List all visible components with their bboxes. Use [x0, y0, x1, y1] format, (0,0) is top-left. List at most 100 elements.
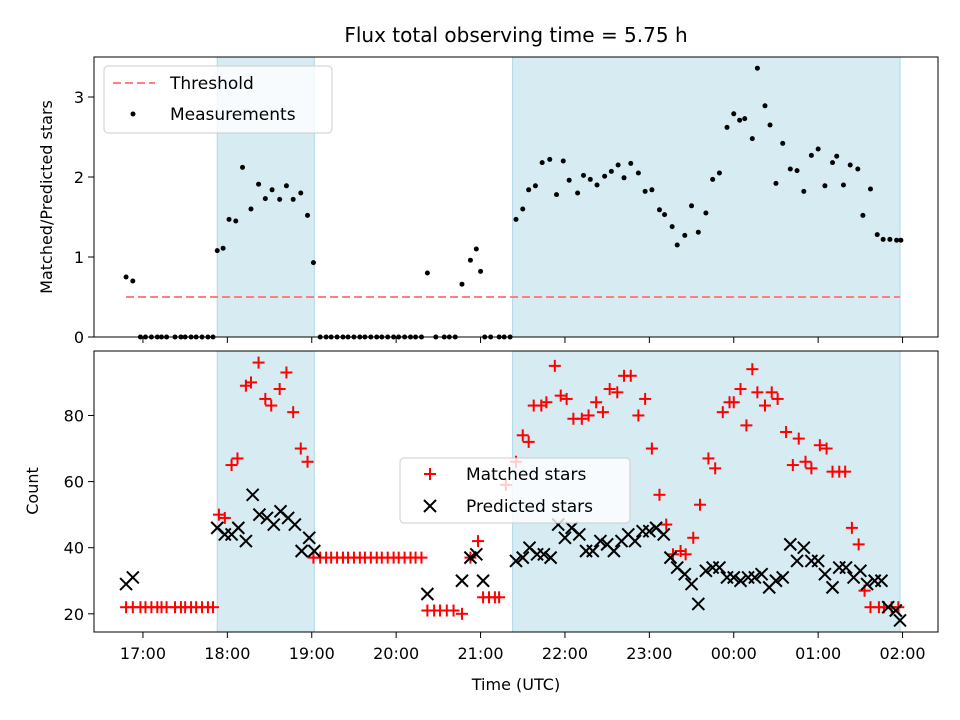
measurement-point: [587, 176, 593, 182]
measurement-point: [635, 170, 641, 176]
measurement-point: [240, 164, 246, 170]
matched-star-marker: [218, 511, 231, 524]
top-legend: Threshold Measurements: [103, 65, 333, 134]
measurement-point: [220, 245, 226, 251]
measurement-point: [815, 146, 821, 152]
predicted-star-marker: [874, 574, 889, 588]
matched-star-marker: [799, 455, 812, 468]
predicted-star-marker: [509, 554, 523, 568]
measurement-point: [834, 153, 840, 159]
measurement-point: [731, 111, 737, 117]
matched-star-marker: [273, 383, 286, 396]
predicted-star-marker: [893, 613, 907, 628]
measurement-point: [787, 166, 793, 172]
measurement-point: [554, 192, 560, 198]
matched-star-marker: [653, 488, 666, 501]
measurement-point: [780, 140, 786, 146]
matched-star-marker: [702, 452, 715, 465]
measurement-point: [615, 162, 621, 168]
predicted-star-marker: [775, 570, 790, 585]
matched-star-marker: [455, 607, 468, 620]
x-tick-label: 01:00: [795, 644, 841, 663]
measurement-point: [310, 260, 316, 266]
top-axes-frame: [93, 56, 939, 338]
legend-predicted-swatch: [423, 499, 437, 513]
measurement-point: [847, 162, 853, 168]
predicted-star-marker: [684, 577, 699, 591]
predicted-star-marker: [239, 534, 253, 548]
matched-star-marker: [813, 439, 826, 452]
measurement-point: [695, 229, 701, 235]
y-tick-label: 20: [64, 605, 84, 624]
predicted-star-marker: [469, 547, 484, 562]
predicted-star-marker: [699, 564, 713, 578]
legend-matched-label: Matched stars: [466, 465, 586, 485]
matched-star-marker: [852, 538, 865, 551]
matched-star-marker: [687, 531, 700, 544]
bottom-y-axis-label: Count: [23, 467, 42, 515]
measurement-point: [682, 232, 688, 238]
predicted-star-marker: [754, 567, 769, 581]
predicted-star-marker: [302, 531, 316, 545]
predicted-star-marker: [607, 544, 621, 558]
y-tick-label: 3: [74, 88, 84, 107]
matched-star-marker: [805, 462, 818, 475]
measurement-point: [674, 242, 680, 248]
x-tick-label: 19:00: [289, 644, 335, 663]
matched-star-marker: [540, 396, 553, 409]
top-x-ticks: [142, 337, 904, 343]
measurement-point: [575, 190, 581, 196]
measurement-point: [473, 246, 479, 252]
matched-star-marker: [709, 462, 722, 475]
measurement-point: [794, 168, 800, 174]
x-tick-label: 18:00: [204, 644, 250, 663]
predicted-star-marker: [516, 550, 530, 565]
matched-star-marker: [660, 518, 673, 531]
predicted-star-marker: [656, 527, 671, 542]
matched-star-marker: [472, 535, 485, 548]
measurement-point: [233, 218, 239, 224]
matched-star-marker: [294, 442, 307, 455]
matched-star-marker: [603, 383, 616, 396]
measurement-point: [689, 203, 695, 209]
predicted-star-marker: [288, 517, 302, 532]
legend-threshold-label: Threshold: [169, 74, 254, 94]
measurement-point: [248, 206, 254, 212]
measurement-point: [724, 124, 730, 130]
matched-star-marker: [301, 455, 314, 468]
measurement-point: [290, 196, 296, 202]
top-panel: 0 1 2 3 Matched/Predicted stars Threshold M…: [37, 56, 939, 347]
measurement-point: [532, 183, 538, 189]
y-tick-label: 2: [74, 168, 84, 187]
measurement-point: [513, 216, 519, 222]
legend-matched-swatch: [424, 468, 436, 480]
measurement-point: [840, 182, 846, 188]
matched-star-marker: [287, 406, 300, 419]
matched-star-marker: [632, 409, 645, 422]
measurement-point: [214, 248, 220, 254]
matched-star-marker: [780, 425, 793, 438]
measurement-point: [874, 232, 880, 238]
measurement-point: [560, 158, 566, 164]
measurement-point: [130, 278, 136, 284]
measurement-point: [262, 196, 268, 202]
measurement-point: [526, 187, 532, 193]
measurement-point: [662, 212, 668, 218]
measurement-point: [703, 210, 709, 216]
measurement-point: [887, 236, 893, 242]
predicted-star-marker: [558, 531, 572, 545]
measurement-point: [269, 187, 275, 193]
bottom-x-ticks: 17:00 18:00 19:00 20:00 21:00 22:00 23:00 00:00…: [120, 632, 926, 663]
predicted-star-marker: [797, 540, 811, 555]
predicted-star-marker: [839, 560, 853, 575]
matched-star-marker: [639, 392, 652, 405]
matched-star-marker: [575, 412, 588, 425]
matched-star-marker: [207, 601, 220, 614]
measurement-point: [594, 182, 600, 188]
matched-star-marker: [727, 396, 740, 409]
measurement-point: [669, 224, 675, 230]
matched-star-marker: [493, 591, 506, 604]
x-tick-label: 22:00: [542, 644, 588, 663]
measurement-point: [898, 237, 904, 243]
bottom-panel: 20 40 60 80 17:00 18:00 19:00 20:00 21:00 22:00 2…: [23, 350, 939, 694]
